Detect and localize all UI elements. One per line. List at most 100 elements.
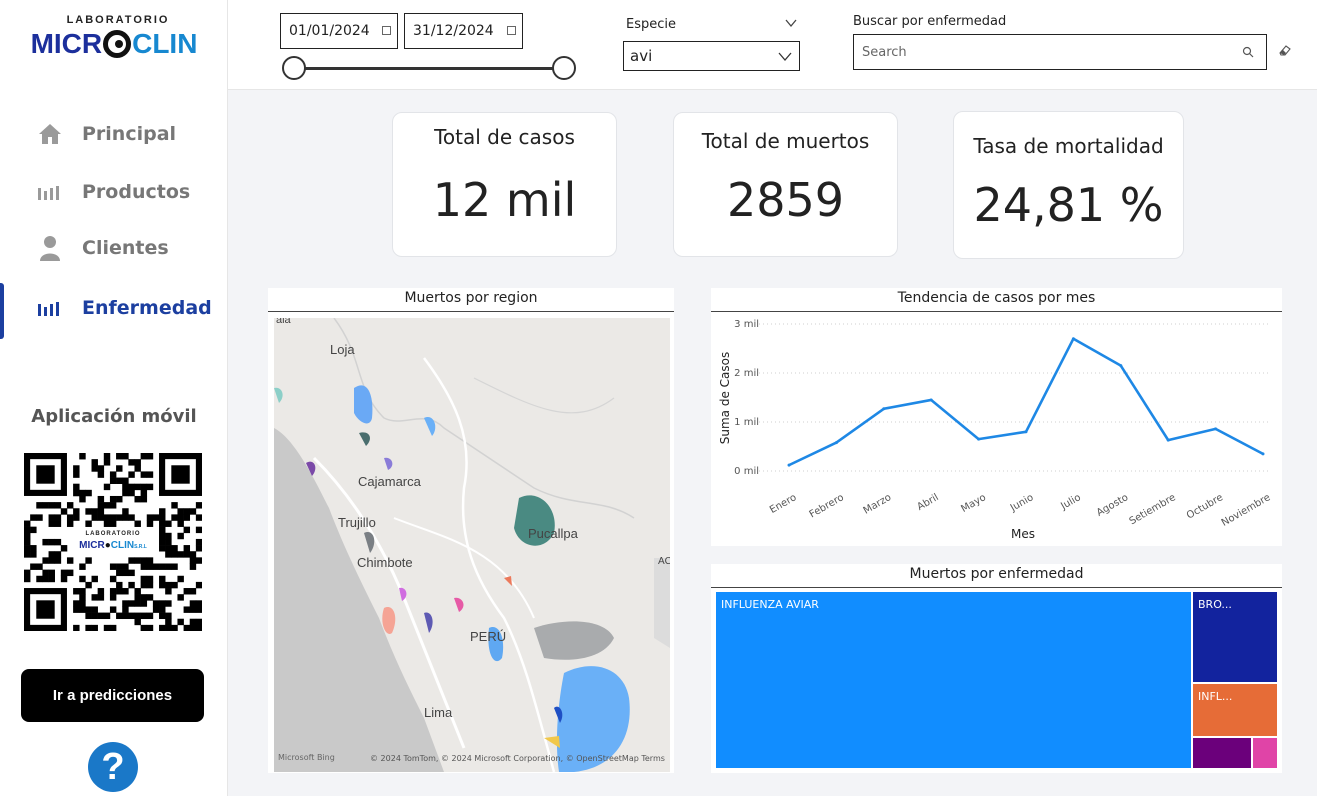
qr-module xyxy=(159,520,166,527)
qr-module xyxy=(195,545,203,552)
calendar-icon[interactable] xyxy=(507,26,516,35)
qr-module xyxy=(54,502,62,509)
nav-item-principal[interactable]: Principal xyxy=(0,114,228,154)
data-point[interactable] xyxy=(929,398,933,402)
nav-active-indicator xyxy=(0,283,4,339)
qr-module xyxy=(140,557,148,564)
qr-module xyxy=(165,581,172,589)
treemap-cell[interactable]: INFLUENZA AVIAR xyxy=(716,592,1191,768)
chevron-down-icon[interactable] xyxy=(784,16,798,30)
qr-module xyxy=(54,520,62,527)
treemap-cell[interactable] xyxy=(1253,738,1277,768)
calendar-icon[interactable] xyxy=(382,26,391,35)
qr-module xyxy=(177,618,184,626)
line-chart[interactable]: 0 mil 1 mil 2 mil 3 mil Enero Febrero Marzo Abr… xyxy=(711,312,1282,546)
qr-module xyxy=(152,606,160,613)
map-credit[interactable]: © 2024 TomTom, © 2024 Microsoft Corporat… xyxy=(370,754,665,763)
qr-module xyxy=(116,453,123,460)
treemap[interactable]: INFLUENZA AVIAR BRO... INFL... xyxy=(716,592,1277,768)
qr-module xyxy=(171,624,178,632)
nav-item-clientes[interactable]: Clientes xyxy=(0,228,228,268)
qr-module xyxy=(134,483,141,491)
data-point[interactable] xyxy=(1119,364,1123,368)
nav-item-enfermedad[interactable]: Enfermedad xyxy=(0,288,228,328)
series-line[interactable] xyxy=(788,337,1264,467)
qr-module xyxy=(48,569,55,577)
treemap-cell[interactable] xyxy=(1193,738,1251,768)
qr-module xyxy=(177,551,184,558)
region-shape xyxy=(399,587,407,601)
qr-finder-core xyxy=(36,465,55,484)
eraser-icon[interactable] xyxy=(1278,43,1292,57)
x-tick-label: Febrero xyxy=(808,492,846,520)
data-point[interactable] xyxy=(1261,452,1265,456)
x-tick-label: Abril xyxy=(915,492,940,513)
qr-module xyxy=(140,575,148,583)
qr-module xyxy=(97,612,105,620)
qr-module xyxy=(140,495,148,503)
qr-module xyxy=(116,495,123,503)
region-map[interactable]: Loja Cajamarca Trujillo Chimbote Pucallp… xyxy=(274,318,670,772)
predictions-button[interactable]: Ir a predicciones xyxy=(21,669,204,722)
search-box[interactable] xyxy=(853,34,1267,70)
data-point[interactable] xyxy=(1071,337,1075,341)
qr-code[interactable]: LABORATORIO MICR●CLINS.R.L xyxy=(24,453,203,632)
date-start-input[interactable]: 01/01/2024 xyxy=(280,13,398,49)
brand-logo: LABORATORIO MICR CLIN xyxy=(22,14,206,74)
kpi-value: 12 mil xyxy=(432,173,577,227)
date-range-slider[interactable] xyxy=(294,67,564,70)
treemap-cell[interactable]: INFL... xyxy=(1193,684,1277,736)
qr-module xyxy=(122,453,129,460)
qr-module xyxy=(171,551,178,558)
qr-module xyxy=(152,514,160,521)
qr-module xyxy=(165,612,172,620)
species-value: avi xyxy=(630,47,653,65)
qr-module xyxy=(189,624,197,632)
slider-handle-start[interactable] xyxy=(282,56,306,80)
qr-module xyxy=(42,569,49,577)
qr-module xyxy=(189,600,197,607)
help-icon[interactable]: ? xyxy=(88,742,138,792)
qr-module xyxy=(146,514,154,521)
map-label: aia xyxy=(276,318,291,326)
qr-module xyxy=(171,563,178,570)
qr-module xyxy=(159,563,166,570)
qr-module xyxy=(146,483,154,491)
qr-module xyxy=(24,551,31,558)
qr-module xyxy=(159,532,166,540)
qr-module xyxy=(165,588,172,595)
species-select[interactable]: avi xyxy=(623,41,800,71)
treemap-cell[interactable]: BRO... xyxy=(1193,592,1277,682)
region-shape xyxy=(534,621,614,660)
data-point[interactable] xyxy=(787,463,791,467)
search-input[interactable] xyxy=(862,43,1232,61)
nav-item-productos[interactable]: Productos xyxy=(0,172,228,212)
region-shape xyxy=(504,576,512,586)
qr-module xyxy=(159,508,166,515)
qr-module xyxy=(60,569,68,577)
slider-handle-end[interactable] xyxy=(552,56,576,80)
data-point[interactable] xyxy=(834,441,838,445)
data-point[interactable] xyxy=(977,437,981,441)
data-point[interactable] xyxy=(882,407,886,411)
qr-module xyxy=(183,508,191,515)
qr-module xyxy=(54,551,62,558)
qr-module xyxy=(152,600,160,607)
date-end-input[interactable]: 31/12/2024 xyxy=(404,13,523,49)
data-point[interactable] xyxy=(1024,430,1028,434)
qr-module xyxy=(85,612,92,620)
qr-module xyxy=(91,606,98,613)
qr-module xyxy=(159,514,166,521)
border-line xyxy=(473,377,615,414)
region-shape xyxy=(359,432,370,446)
qr-module xyxy=(54,538,62,546)
data-point[interactable] xyxy=(1214,427,1218,431)
kpi-value: 24,81 % xyxy=(973,178,1164,232)
qr-module xyxy=(146,581,154,589)
qr-module xyxy=(189,618,197,626)
search-icon[interactable] xyxy=(1242,46,1254,58)
region-shape xyxy=(384,457,393,470)
data-point[interactable] xyxy=(1166,438,1170,442)
map-label: Cajamarca xyxy=(358,474,421,489)
qr-module xyxy=(140,594,148,601)
